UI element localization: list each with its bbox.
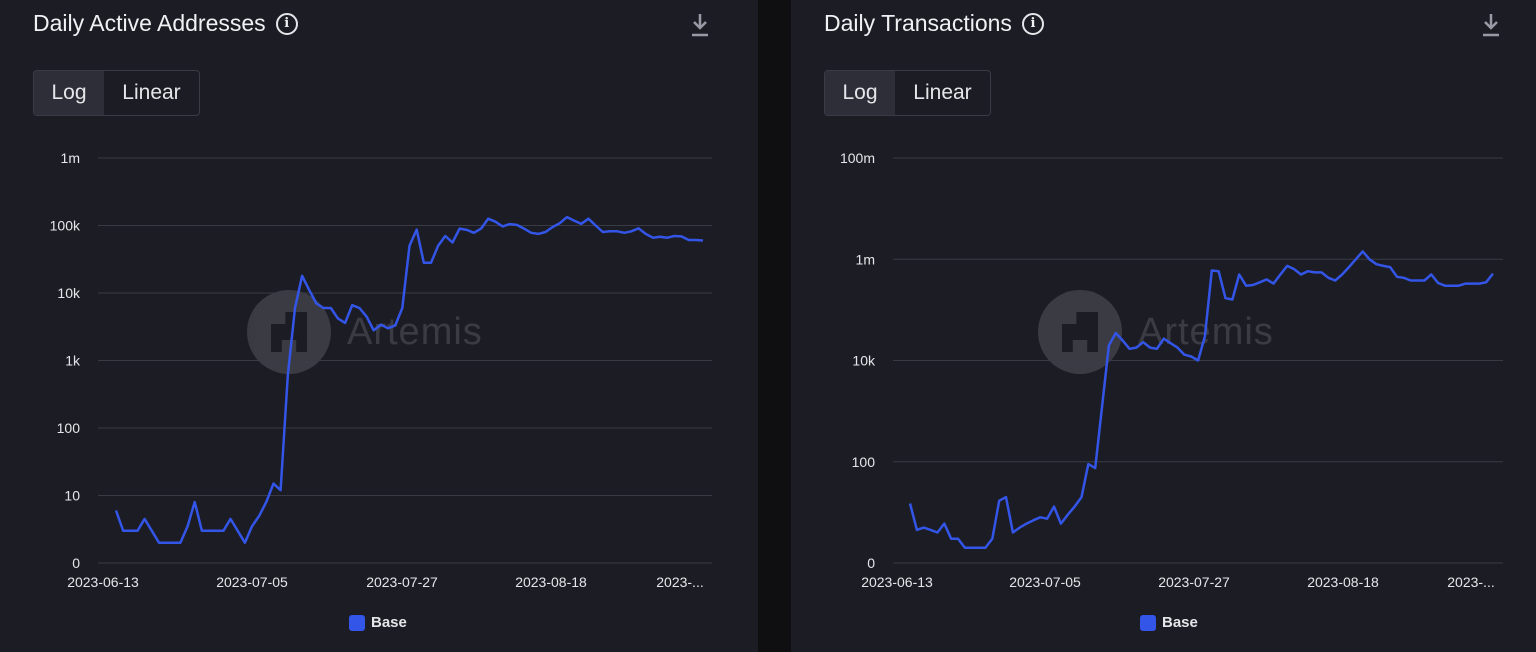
chart-panel-daily-transactions: Daily Transactions i Log Linear Artemis … (791, 0, 1536, 652)
daily-transactions-chart: 0 100 10k 1m 100m 2023-06-13 2023-07-05 2023-07… (840, 150, 1503, 590)
download-icon[interactable] (690, 12, 710, 38)
y-tick-label: 1k (65, 353, 81, 369)
legend: Base (349, 614, 407, 631)
series-line-base (908, 250, 1494, 550)
y-tick-label: 100 (57, 420, 81, 436)
y-tick-label: 1m (61, 150, 80, 166)
chart-panel-daily-active-addresses: Daily Active Addresses i Log Linear Arte… (0, 0, 758, 652)
daily-active-addresses-chart: 0 10 100 1k 10k 100k 1m 2023-06-13 2023-07-05 202… (50, 150, 712, 590)
x-tick-label: 2023-07-27 (366, 574, 438, 590)
legend: Base (1140, 614, 1198, 631)
y-tick-label: 10 (64, 488, 80, 504)
chart-title: Daily Transactions i (824, 10, 1044, 37)
y-tick-label: 10k (57, 285, 81, 301)
x-tick-label: 2023-06-13 (67, 574, 139, 590)
linear-scale-button[interactable]: Linear (122, 81, 181, 104)
y-tick-label: 100k (50, 218, 81, 234)
x-tick-label: 2023-07-05 (1009, 574, 1081, 590)
y-tick-label: 100m (840, 150, 875, 166)
series-line-base (114, 215, 704, 544)
scale-toggle: Log Linear (33, 70, 200, 116)
chart-title-text: Daily Active Addresses (33, 10, 266, 36)
y-tick-label: 100 (852, 454, 876, 470)
legend-label[interactable]: Base (1162, 614, 1198, 631)
chart-title: Daily Active Addresses i (33, 10, 298, 37)
legend-label[interactable]: Base (371, 614, 407, 631)
chart-title-text: Daily Transactions (824, 10, 1012, 36)
linear-scale-button[interactable]: Linear (913, 81, 972, 104)
log-scale-button[interactable]: Log (34, 71, 104, 115)
y-tick-label: 0 (867, 555, 875, 571)
x-tick-label: 2023-08-18 (515, 574, 587, 590)
x-tick-label: 2023-07-27 (1158, 574, 1230, 590)
legend-swatch (349, 614, 365, 631)
x-tick-label: 2023-... (1447, 574, 1494, 590)
x-tick-label: 2023-... (656, 574, 703, 590)
scale-toggle: Log Linear (824, 70, 991, 116)
watermark-text: Artemis (347, 310, 483, 353)
info-icon[interactable]: i (275, 12, 298, 35)
x-tick-label: 2023-07-05 (216, 574, 288, 590)
info-icon[interactable]: i (1021, 12, 1044, 35)
x-tick-label: 2023-06-13 (861, 574, 933, 590)
y-tick-label: 0 (72, 555, 80, 571)
log-scale-button[interactable]: Log (825, 71, 895, 115)
legend-swatch (1140, 614, 1156, 631)
x-tick-label: 2023-08-18 (1307, 574, 1379, 590)
y-tick-label: 1m (856, 251, 875, 267)
y-tick-label: 10k (852, 353, 876, 369)
download-icon[interactable] (1481, 12, 1501, 38)
